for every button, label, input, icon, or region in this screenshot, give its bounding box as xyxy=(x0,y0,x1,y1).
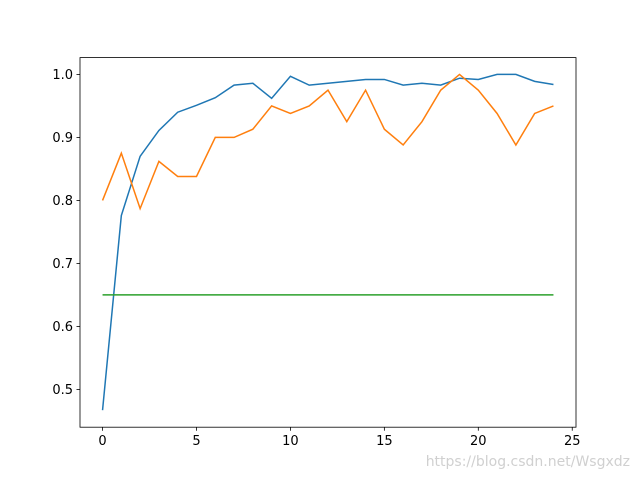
line-series xyxy=(101,73,554,411)
watermark: https://blog.csdn.net/Wsgxdz xyxy=(426,454,630,470)
axes-frame xyxy=(79,57,577,428)
x-tick-label: 0 xyxy=(98,434,106,449)
y-tick-label: 0.5 xyxy=(52,383,73,398)
y-tick-label: 0.8 xyxy=(52,194,73,209)
y-tick-label: 1.0 xyxy=(52,68,73,83)
y-tick-label: 0.6 xyxy=(52,320,73,335)
x-tick-label: 20 xyxy=(470,434,487,449)
x-tick-label: 5 xyxy=(192,434,200,449)
line-series xyxy=(101,73,554,211)
y-tick-label: 0.7 xyxy=(52,257,73,272)
x-tick-label: 25 xyxy=(564,434,581,449)
x-tick-label: 10 xyxy=(282,434,299,449)
y-tick-label: 0.9 xyxy=(52,131,73,146)
x-tick-label: 15 xyxy=(376,434,393,449)
